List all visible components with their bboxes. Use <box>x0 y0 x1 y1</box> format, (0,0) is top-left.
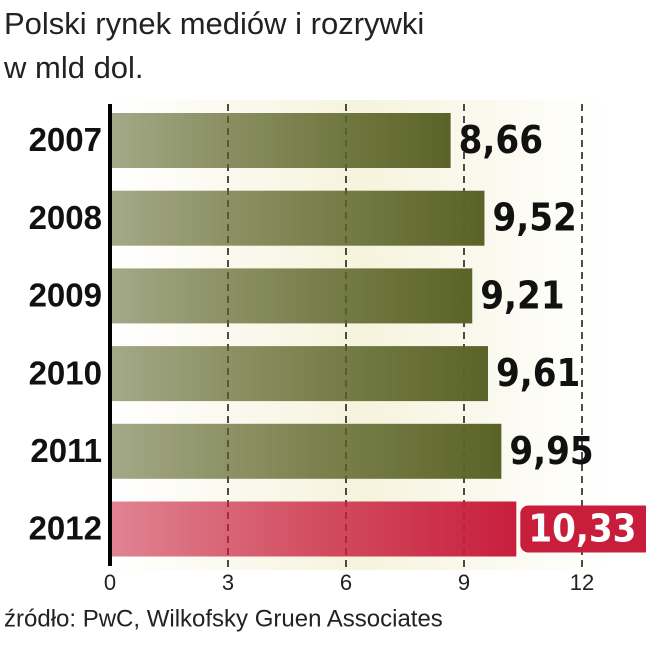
y-tick-label: 2010 <box>29 354 102 391</box>
source: źródło: PwC, Wilkofsky Gruen Associates <box>4 605 443 632</box>
x-tick-label: 9 <box>458 570 470 595</box>
x-tick-label: 6 <box>340 570 352 595</box>
y-tick-label: 2007 <box>29 121 102 158</box>
bar <box>110 501 517 557</box>
value-label: 9,95 <box>509 429 593 473</box>
x-tick-label: 0 <box>104 570 116 595</box>
value-label: 10,33 <box>528 507 636 551</box>
value-label: 9,61 <box>496 351 580 395</box>
plot-background <box>110 100 610 570</box>
value-label: 8,66 <box>459 118 543 162</box>
value-label: 9,52 <box>492 196 576 240</box>
chart-subtitle: w mld dol. <box>3 50 144 85</box>
y-tick-label: 2011 <box>30 432 102 469</box>
y-tick-label: 2008 <box>29 199 102 236</box>
value-label: 9,21 <box>480 273 564 317</box>
x-tick-label: 12 <box>570 570 594 595</box>
y-tick-label: 2012 <box>29 510 102 547</box>
bar <box>110 113 451 168</box>
bar <box>110 346 488 402</box>
y-tick-label: 2009 <box>29 277 102 314</box>
chart-title: Polski rynek mediów i rozrywki <box>4 6 424 41</box>
bar <box>110 423 502 479</box>
bar <box>110 268 473 324</box>
bar <box>110 190 485 246</box>
x-tick-label: 3 <box>222 570 234 595</box>
label-box <box>520 505 646 553</box>
